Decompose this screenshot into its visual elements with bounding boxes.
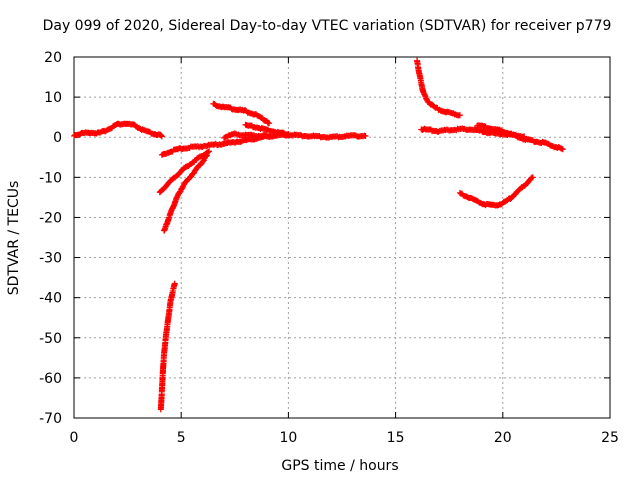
y-tick-label: 10 (44, 90, 62, 106)
x-tick-label: 20 (494, 430, 512, 446)
chart-title: Day 099 of 2020, Sidereal Day-to-day VTE… (43, 18, 612, 34)
axis-ticks: 0 5 10 15 20 25 20 10 0 -10 -20 -30 -40 -50 -60 -70 (39, 50, 619, 446)
data-point (529, 174, 536, 181)
data-point (206, 148, 213, 155)
x-tick-label: 15 (387, 430, 405, 446)
data-point (266, 120, 273, 127)
data-point (285, 131, 292, 138)
data-point (456, 112, 463, 119)
data-point (559, 146, 566, 153)
x-axis-label: GPS time / hours (281, 458, 398, 474)
y-tick-label: -50 (39, 331, 62, 347)
y-tick-label: -40 (39, 291, 62, 307)
data-point (205, 149, 212, 156)
grid (74, 57, 610, 418)
data-point (171, 280, 178, 287)
x-tick-label: 0 (70, 430, 79, 446)
data-point (158, 133, 165, 140)
y-tick-label: -30 (39, 251, 62, 267)
y-tick-label: 0 (53, 130, 62, 146)
data-point (362, 133, 369, 140)
data-point (263, 131, 270, 138)
y-tick-label: -10 (39, 170, 62, 186)
y-tick-label: -60 (39, 371, 62, 387)
data-point (200, 158, 207, 165)
y-tick-label: 20 (44, 50, 62, 66)
x-tick-label: 10 (279, 430, 297, 446)
x-tick-label: 25 (601, 430, 619, 446)
y-axis-label: SDTVAR / TECUs (6, 181, 22, 296)
data-point (158, 132, 165, 139)
y-tick-label: -20 (39, 210, 62, 226)
y-tick-label: -70 (39, 411, 62, 427)
x-tick-label: 5 (177, 430, 186, 446)
data-points (71, 57, 566, 413)
plot-frame (73, 56, 611, 419)
